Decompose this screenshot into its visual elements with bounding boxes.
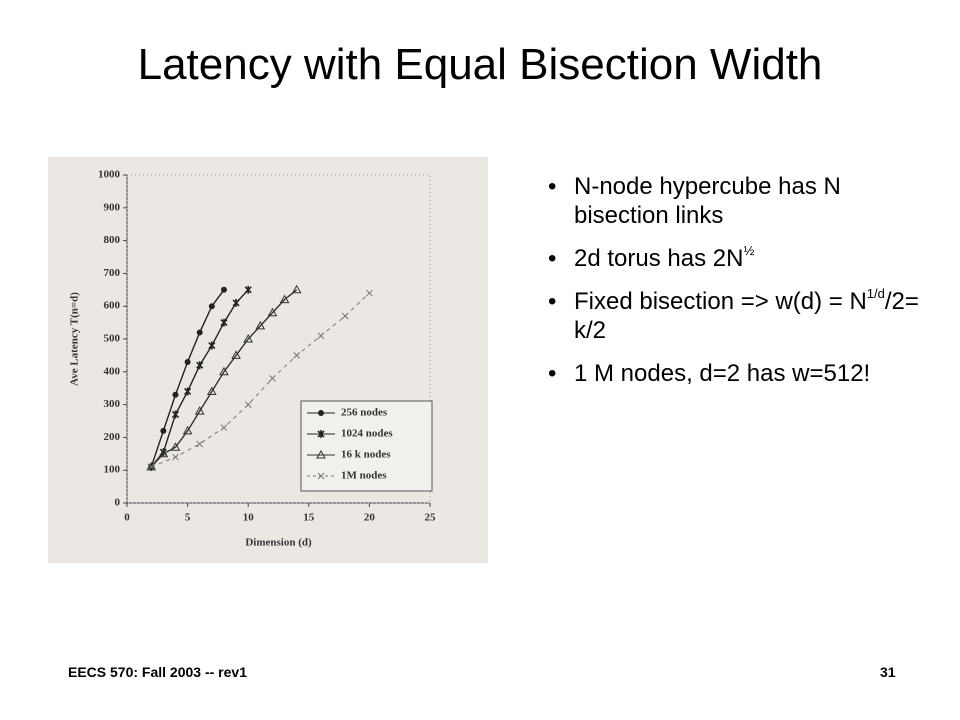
marker bbox=[182, 425, 193, 435]
footer-text: EECS 570: Fall 2003 -- rev1 bbox=[68, 664, 247, 680]
marker bbox=[279, 294, 290, 304]
marker bbox=[172, 391, 179, 398]
bullet-text: /2= k/2 bbox=[574, 288, 919, 344]
bullet: Fixed bisection => w(d) = N1/d/2= k/2 bbox=[548, 287, 928, 345]
superscript: ½ bbox=[743, 243, 755, 258]
marker bbox=[267, 307, 278, 317]
marker bbox=[244, 285, 252, 294]
marker bbox=[208, 303, 215, 310]
marker bbox=[158, 448, 169, 458]
marker bbox=[243, 333, 254, 343]
y-tick-label: 300 bbox=[104, 398, 121, 410]
bullet: 1 M nodes, d=2 has w=512! bbox=[548, 359, 928, 388]
x-tick-label: 0 bbox=[124, 512, 130, 524]
y-tick-label: 500 bbox=[104, 333, 121, 345]
y-tick-label: 800 bbox=[104, 234, 121, 246]
x-tick-label: 10 bbox=[243, 512, 255, 524]
y-tick-label: 700 bbox=[104, 267, 121, 279]
marker bbox=[269, 375, 276, 382]
marker bbox=[232, 298, 240, 307]
marker bbox=[231, 350, 241, 359]
marker bbox=[170, 442, 181, 451]
marker bbox=[172, 453, 179, 461]
marker bbox=[194, 406, 205, 415]
marker bbox=[293, 352, 301, 359]
series-line bbox=[150, 289, 298, 468]
marker bbox=[184, 387, 192, 396]
x-tick-label: 15 bbox=[303, 512, 315, 524]
marker bbox=[220, 424, 228, 431]
marker bbox=[318, 410, 324, 416]
x-tick-label: 5 bbox=[185, 512, 191, 524]
bullet-list: N-node hypercube has N bisection links 2d… bbox=[548, 172, 928, 402]
marker bbox=[196, 329, 203, 336]
marker bbox=[219, 366, 229, 376]
marker bbox=[341, 312, 349, 320]
marker bbox=[147, 463, 155, 471]
marker bbox=[206, 386, 217, 395]
y-tick-label: 600 bbox=[104, 300, 121, 312]
y-tick-label: 0 bbox=[115, 497, 121, 509]
y-tick-label: 200 bbox=[104, 431, 121, 443]
legend-label: 1024 nodes bbox=[341, 428, 393, 440]
marker bbox=[317, 472, 325, 480]
marker bbox=[220, 318, 228, 327]
bullet: N-node hypercube has N bisection links bbox=[548, 172, 928, 230]
bullet-text: 2d torus has 2N bbox=[574, 245, 744, 272]
x-tick-label: 20 bbox=[364, 512, 376, 524]
bullet-text: Fixed bisection => w(d) = N bbox=[574, 288, 867, 315]
y-axis-label: Ave Latency T(n=d) bbox=[69, 292, 81, 386]
y-tick-label: 1000 bbox=[98, 169, 121, 181]
marker bbox=[316, 449, 326, 459]
legend: 256 nodes 1024 nodes 16 k nodes 1M nodes bbox=[300, 400, 433, 492]
x-tick-label: 25 bbox=[425, 512, 437, 524]
marker bbox=[196, 361, 204, 370]
marker bbox=[171, 410, 180, 419]
x-axis-label: Dimension (d) bbox=[245, 537, 312, 549]
legend-box bbox=[300, 400, 433, 492]
series-line bbox=[151, 292, 370, 468]
y-tick-label: 400 bbox=[104, 365, 121, 377]
marker bbox=[184, 358, 191, 365]
marker bbox=[366, 289, 373, 297]
legend-label: 256 nodes bbox=[341, 407, 388, 419]
bullet: 2d torus has 2N½ bbox=[548, 244, 928, 273]
slide-title: Latency with Equal Bisection Width bbox=[137, 40, 823, 89]
marker bbox=[244, 401, 252, 408]
y-tick-label: 900 bbox=[104, 201, 121, 213]
superscript: 1/d bbox=[866, 286, 885, 301]
marker bbox=[255, 320, 266, 330]
bullet-text: 1 M nodes, d=2 has w=512! bbox=[574, 360, 871, 387]
chart-background bbox=[48, 157, 488, 563]
marker bbox=[160, 427, 167, 434]
marker bbox=[317, 332, 325, 340]
marker bbox=[317, 430, 325, 438]
chart: 0 100 200 300 400 500 600 700 800 900 1000 0 5 10 15 20… bbox=[48, 157, 488, 563]
marker bbox=[196, 440, 204, 448]
legend-label: 1M nodes bbox=[341, 470, 387, 482]
marker bbox=[208, 341, 216, 350]
y-tick-label: 100 bbox=[104, 464, 121, 476]
marker bbox=[220, 286, 227, 293]
marker bbox=[291, 284, 302, 294]
bullet-text: N-node hypercube has N bisection links bbox=[574, 173, 841, 229]
legend-label: 16 k nodes bbox=[341, 449, 391, 461]
page-number: 31 bbox=[880, 664, 896, 680]
